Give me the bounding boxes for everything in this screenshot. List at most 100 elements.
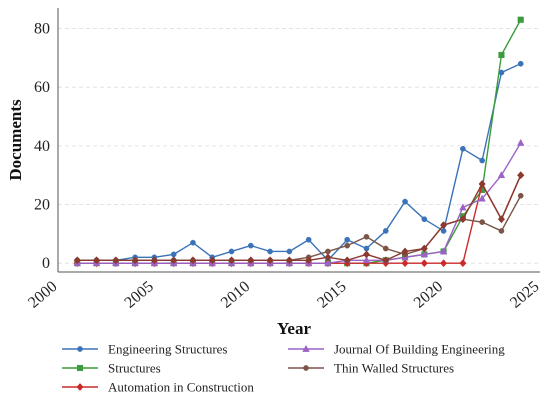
data-point <box>401 247 409 256</box>
data-point <box>517 16 524 23</box>
x-tick-label: 2015 <box>314 278 349 312</box>
y-tick-label: 60 <box>34 79 50 96</box>
y-tick-label: 20 <box>34 197 50 214</box>
series-2 <box>73 171 525 268</box>
data-point <box>93 256 101 265</box>
y-axis-title: Documents <box>6 99 25 181</box>
series-1 <box>74 16 524 267</box>
data-point <box>363 233 370 240</box>
data-point <box>227 256 236 265</box>
legend-marker <box>76 364 84 372</box>
legend-label: Journal Of Building Engineering <box>334 342 505 357</box>
data-point <box>498 51 505 58</box>
data-point <box>170 251 177 258</box>
data-point <box>497 171 506 179</box>
series-overlay <box>73 171 525 265</box>
data-point <box>459 203 467 211</box>
series-line <box>77 142 522 264</box>
data-point <box>267 248 273 255</box>
data-point <box>440 228 447 234</box>
series-3 <box>73 138 525 267</box>
data-point <box>479 157 486 164</box>
data-point <box>286 248 293 255</box>
data-point <box>420 244 428 253</box>
data-point <box>190 239 196 246</box>
data-point <box>459 215 467 224</box>
x-tick-label: 2005 <box>122 278 157 312</box>
data-point <box>478 180 486 188</box>
legend-label: Engineering Structures <box>108 342 228 357</box>
data-point <box>382 228 389 234</box>
data-point <box>325 248 331 255</box>
legend-label: Structures <box>108 361 161 376</box>
y-tick-label: 80 <box>34 21 50 38</box>
data-point <box>517 138 525 146</box>
data-point <box>459 259 467 268</box>
series-lines <box>73 16 525 268</box>
data-point <box>440 259 448 268</box>
legend-marker <box>77 346 83 352</box>
x-tick-label: 2025 <box>507 278 542 312</box>
data-point <box>247 256 255 265</box>
data-point <box>150 256 158 265</box>
data-point <box>362 250 371 259</box>
legend-marker <box>303 365 309 371</box>
data-point <box>344 236 351 243</box>
data-point <box>440 221 448 230</box>
data-point <box>421 216 428 223</box>
data-point <box>517 192 524 199</box>
y-tick-label: 40 <box>34 138 50 155</box>
data-point <box>112 256 120 265</box>
data-point <box>285 256 293 265</box>
data-point <box>131 256 139 265</box>
data-point <box>189 256 197 265</box>
data-point <box>517 60 524 67</box>
data-point <box>247 242 254 249</box>
legend-item: Journal Of Building Engineering <box>288 342 505 357</box>
data-point <box>305 236 312 243</box>
data-point <box>266 256 274 265</box>
legend-marker <box>76 383 84 391</box>
data-point <box>517 171 525 180</box>
legend-item: Engineering Structures <box>62 342 228 357</box>
axes <box>57 8 540 273</box>
legend-marker <box>302 344 310 352</box>
data-point <box>363 245 370 252</box>
x-axis-title: Year <box>277 319 311 338</box>
data-point <box>228 248 235 255</box>
data-point <box>498 228 505 234</box>
data-point <box>401 259 409 268</box>
x-tick-label: 2000 <box>25 278 60 312</box>
x-tick-label: 2020 <box>411 278 446 312</box>
series-line <box>77 63 522 261</box>
data-point <box>479 219 486 225</box>
data-point <box>208 256 216 265</box>
data-point <box>478 194 486 202</box>
data-point <box>305 256 313 265</box>
y-tick-label: 0 <box>42 255 50 272</box>
data-point <box>460 145 466 152</box>
data-point <box>497 215 505 224</box>
legend: Engineering Structures Structures Automati… <box>62 342 505 395</box>
data-point <box>420 250 429 258</box>
data-point <box>324 253 332 262</box>
data-point <box>420 259 428 268</box>
legend-item: Structures <box>62 361 161 376</box>
x-tick-labels: 2000 2005 2010 2015 2020 2025 <box>25 278 542 312</box>
data-point <box>344 242 351 249</box>
series-0 <box>74 60 524 264</box>
legend-label: Thin Walled Structures <box>334 361 454 376</box>
gridlines <box>58 28 540 264</box>
data-point <box>439 247 448 255</box>
data-point <box>170 256 178 265</box>
data-point <box>362 256 371 264</box>
legend-item: Automation in Construction <box>62 380 254 395</box>
legend-label: Automation in Construction <box>108 380 254 395</box>
data-point <box>73 256 81 265</box>
data-point <box>324 259 332 267</box>
legend-item: Thin Walled Structures <box>288 361 454 376</box>
data-point <box>382 245 389 252</box>
x-tick-label: 2010 <box>218 278 253 312</box>
data-point <box>402 198 408 205</box>
